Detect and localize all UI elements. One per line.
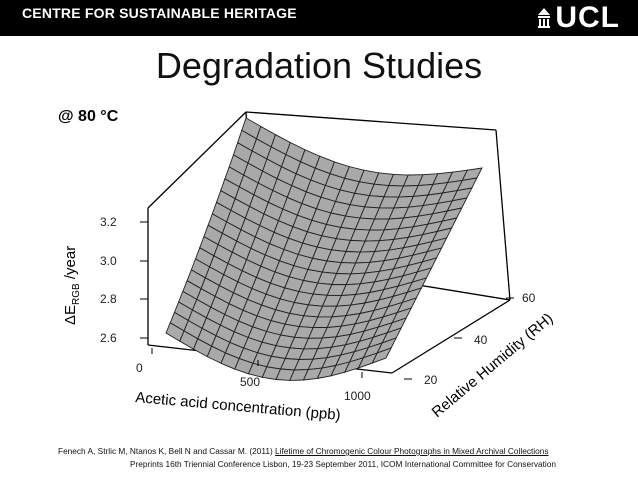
y-axis [404, 297, 514, 380]
z-axis-title-sub: RGB [71, 283, 82, 305]
citation-line-1: Fenech A, Strlic M, Ntanos K, Bell N and… [58, 446, 549, 456]
citation-authors: Fenech A, Strlic M, Ntanos K, Bell N and… [58, 446, 276, 456]
x-tick-label: 500 [240, 375, 260, 389]
y-axis-title: Relative Humidity (RH) [429, 310, 557, 421]
temperature-label: @ 80 °C [58, 108, 119, 125]
z-tick-label: 3.2 [100, 215, 117, 229]
x-axis-title: Acetic acid concentration (ppb) [135, 389, 342, 424]
z-tick-label: 2.6 [100, 331, 117, 345]
surface-cell [371, 347, 393, 364]
ucl-logo: UCL [537, 1, 620, 34]
y-tick-label: 20 [424, 373, 438, 387]
org-title: CENTRE FOR SUSTAINABLE HERITAGE [22, 5, 297, 21]
z-axis-title-main: ΔE [62, 305, 79, 325]
z-axis-title-unit: /year [62, 246, 79, 284]
z-tick-label: 3.0 [100, 254, 117, 268]
x-tick-label: 0 [136, 361, 143, 375]
z-axis-title: ΔERGB /year [62, 246, 82, 325]
y-tick-label: 40 [474, 333, 488, 347]
degradation-surface [165, 117, 483, 381]
svg-text:ΔERGB /year: ΔERGB /year [62, 246, 82, 325]
header-bar: CENTRE FOR SUSTAINABLE HERITAGE UCL [0, 0, 638, 36]
z-axis [140, 221, 148, 339]
x-tick-label: 1000 [344, 389, 371, 403]
logo-text: UCL [555, 1, 620, 34]
citation-line-2: Preprints 16th Triennial Conference Lisb… [130, 459, 556, 469]
slide-title: Degradation Studies [155, 45, 483, 86]
x-axis [151, 348, 363, 378]
portico-icon [538, 8, 551, 28]
citation-title-link[interactable]: Lifetime of Chromogenic Colour Photograp… [275, 446, 549, 456]
z-tick-label: 2.8 [100, 292, 117, 306]
y-tick-label: 60 [522, 291, 536, 305]
